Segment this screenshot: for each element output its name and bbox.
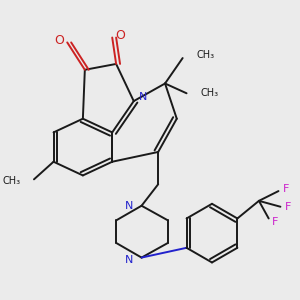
Text: O: O (115, 29, 125, 42)
Text: N: N (139, 92, 147, 102)
Text: N: N (125, 201, 134, 211)
Text: F: F (272, 218, 278, 227)
Text: N: N (125, 254, 134, 265)
Text: CH₃: CH₃ (200, 88, 218, 98)
Text: CH₃: CH₃ (196, 50, 214, 60)
Text: CH₃: CH₃ (2, 176, 20, 186)
Text: F: F (285, 202, 292, 212)
Text: O: O (55, 34, 64, 47)
Text: F: F (284, 184, 290, 194)
